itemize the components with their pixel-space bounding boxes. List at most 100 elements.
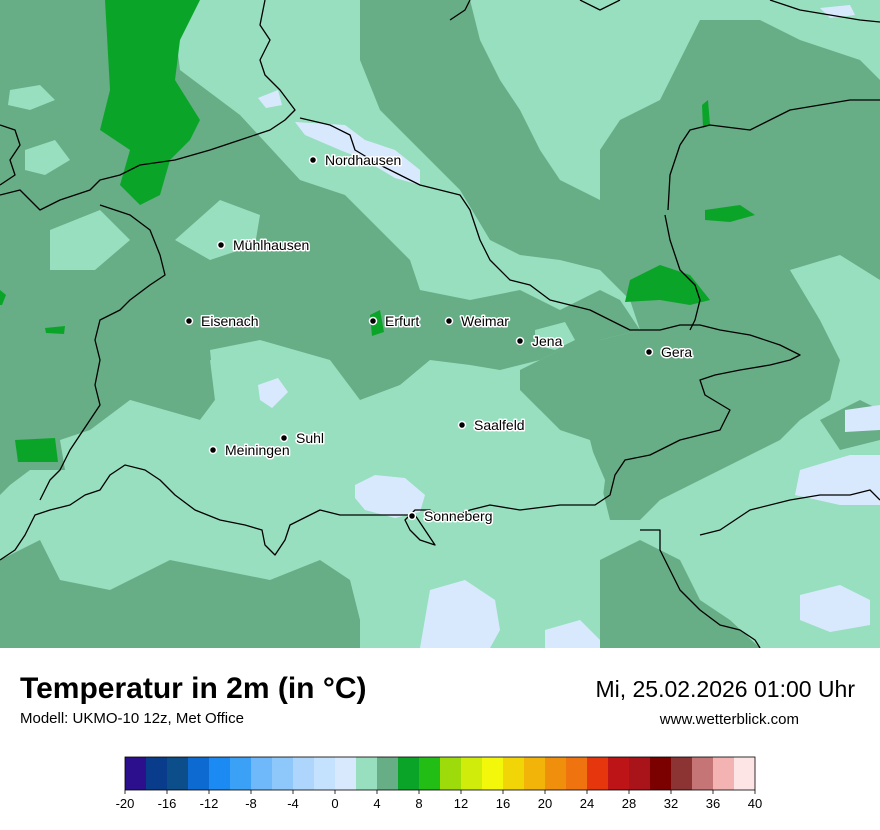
patch-gera-right xyxy=(790,255,880,380)
czech-border xyxy=(699,489,880,536)
south-bluepatch xyxy=(420,580,500,648)
city-dot xyxy=(368,316,378,326)
legend-swatch xyxy=(209,757,231,790)
city-dot xyxy=(279,433,289,443)
legend-swatch xyxy=(524,757,546,790)
city-dot xyxy=(644,347,654,357)
inner-west-border xyxy=(39,204,166,501)
legend-swatch xyxy=(356,757,378,790)
legend-tick-label: -20 xyxy=(116,796,135,811)
legend-tick-label: -4 xyxy=(287,796,299,811)
city-marker-jena: Jena xyxy=(515,332,564,351)
city-marker-sonneberg: Sonneberg xyxy=(407,507,494,526)
legend-swatch xyxy=(146,757,168,790)
legend-swatch xyxy=(398,757,420,790)
legend-tick-label: -12 xyxy=(200,796,219,811)
legend-swatch xyxy=(230,757,252,790)
city-label: Jena xyxy=(532,333,563,349)
city-marker-saalfeld: Saalfeld xyxy=(457,416,526,435)
northeast-border xyxy=(679,0,880,146)
state-borders xyxy=(0,0,880,648)
legend-swatch xyxy=(188,757,210,790)
north-border xyxy=(449,0,621,21)
legend-swatch xyxy=(587,757,609,790)
patch-suhl-area xyxy=(120,340,605,520)
gera-north-brightgreen xyxy=(625,265,710,305)
temperature-legend: -20 -16 -12 -8 -4 0 4 8 12 16 20 24 28 32 36 40 xyxy=(116,756,762,811)
south-small-blue xyxy=(545,620,600,648)
southeast-border xyxy=(640,529,761,648)
city-dot xyxy=(208,445,218,455)
west-border xyxy=(0,124,21,186)
city-dot xyxy=(184,316,194,326)
suhl-small-blue xyxy=(258,378,288,408)
city-marker-mühlhausen: Mühlhausen xyxy=(216,236,311,255)
sonneberg-bluepatch xyxy=(355,475,425,518)
legend-swatch xyxy=(440,757,462,790)
map-title: Temperatur in 2m (in °C) xyxy=(20,672,367,705)
website-link[interactable]: www.wetterblick.com xyxy=(659,711,799,728)
city-dot xyxy=(308,155,318,165)
legend-tick-label: 16 xyxy=(496,796,510,811)
city-marker-suhl: Suhl xyxy=(279,429,326,448)
legend-tick-label: 20 xyxy=(538,796,552,811)
legend-swatch xyxy=(482,757,504,790)
forecast-datetime: Mi, 25.02.2026 01:00 Uhr xyxy=(595,676,855,702)
legend-tick-label: 0 xyxy=(331,796,338,811)
north-small-blue xyxy=(258,90,282,108)
patch-jena xyxy=(535,322,575,350)
city-label: Saalfeld xyxy=(474,417,525,433)
legend-tick-label: -8 xyxy=(245,796,257,811)
legend-tick-label: 36 xyxy=(706,796,720,811)
band-6-8-patches xyxy=(0,0,755,462)
legend-swatch xyxy=(335,757,357,790)
legend-swatch xyxy=(713,757,735,790)
west-small-brightgreen xyxy=(45,326,65,334)
east-vertical-border xyxy=(667,144,681,211)
southeast-darkgreen-region xyxy=(600,540,760,648)
city-marker-gera: Gera xyxy=(644,343,694,362)
patch-west-1 xyxy=(8,85,55,110)
city-marker-nordhausen: Nordhausen xyxy=(308,151,403,170)
city-label: Gera xyxy=(661,344,692,360)
legend-swatch xyxy=(419,757,441,790)
legend-swatch xyxy=(293,757,315,790)
legend-tick-label: 40 xyxy=(748,796,762,811)
city-label: Meiningen xyxy=(225,442,290,458)
erfurt-brightgreen xyxy=(370,310,384,336)
legend-tick-label: 4 xyxy=(373,796,380,811)
legend-tick-label: -16 xyxy=(158,796,177,811)
city-marker-eisenach: Eisenach xyxy=(184,312,260,331)
city-label: Eisenach xyxy=(201,313,259,329)
legend-swatch xyxy=(251,757,273,790)
legend-swatch xyxy=(566,757,588,790)
city-markers: Nordhausen Mühlhausen Eisenach Erfurt Weimar… xyxy=(184,151,694,526)
south-darkgreen-region xyxy=(0,540,360,648)
legend-tick-label: 32 xyxy=(664,796,678,811)
city-marker-meiningen: Meiningen xyxy=(208,441,291,460)
legend-swatch xyxy=(692,757,714,790)
legend-tick-label: 24 xyxy=(580,796,594,811)
temperature-map: Nordhausen Mühlhausen Eisenach Erfurt Weimar… xyxy=(0,0,880,648)
legend-swatch xyxy=(671,757,693,790)
legend-swatch xyxy=(734,757,756,790)
city-label: Weimar xyxy=(461,313,509,329)
thuringia-border xyxy=(0,0,801,561)
city-label: Nordhausen xyxy=(325,152,401,168)
band-2-4-patches xyxy=(8,85,880,520)
legend-swatch xyxy=(377,757,399,790)
city-dot xyxy=(407,511,417,521)
east-small-brightgreen xyxy=(705,205,755,222)
patch-west-2 xyxy=(25,140,70,175)
city-dot xyxy=(444,316,454,326)
legend-frame xyxy=(124,756,756,791)
west-tiny-brightgreen xyxy=(0,290,6,305)
patch-muhl xyxy=(175,200,260,260)
legend-swatch xyxy=(314,757,336,790)
legend-swatch xyxy=(125,757,147,790)
east-border xyxy=(664,214,701,331)
east-mid-blue xyxy=(845,405,880,432)
legend-tick-label: 8 xyxy=(415,796,422,811)
legend-tick-label: 28 xyxy=(622,796,636,811)
legend-tick-label: 12 xyxy=(454,796,468,811)
